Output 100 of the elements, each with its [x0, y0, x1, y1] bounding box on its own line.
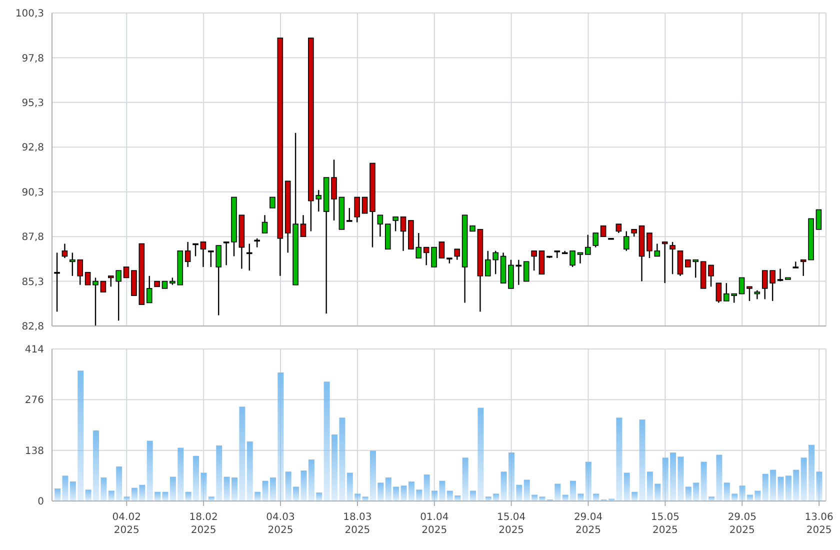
bar — [808, 444, 815, 501]
bar — [108, 490, 114, 501]
candlestick — [623, 230, 630, 252]
bar — [178, 448, 184, 501]
bar — [432, 490, 438, 501]
bar — [408, 482, 414, 501]
bar — [270, 478, 276, 501]
bar — [785, 476, 792, 501]
bar — [354, 494, 361, 501]
bar — [539, 496, 546, 501]
bar — [70, 482, 76, 501]
candlestick — [54, 252, 60, 312]
bar — [285, 472, 292, 501]
y-tick-label: 92,8 — [22, 142, 44, 154]
candlestick — [184, 241, 191, 268]
candlestick — [531, 250, 537, 272]
candlestick — [523, 261, 530, 282]
candlestick — [392, 216, 398, 232]
candlestick — [223, 241, 230, 266]
bar — [293, 486, 300, 501]
bar — [493, 494, 500, 501]
y-tick-label: 100,3 — [15, 8, 44, 20]
bar — [678, 456, 684, 501]
bar — [100, 478, 107, 501]
candlestick — [354, 196, 360, 223]
bar — [793, 470, 800, 501]
candlestick — [123, 266, 130, 278]
candlestick — [570, 250, 576, 268]
candlestick — [738, 277, 745, 294]
bar — [346, 472, 353, 501]
bar — [516, 484, 522, 501]
candlestick — [423, 246, 430, 266]
candlestick — [192, 243, 198, 257]
bar — [646, 472, 653, 501]
x-tick-label: 15.05 2025 — [650, 512, 680, 536]
bar — [262, 480, 268, 501]
candlestick — [100, 280, 106, 292]
y-tick-label: 138 — [24, 446, 44, 457]
bar — [231, 478, 238, 501]
bar — [362, 496, 368, 501]
candlestick — [600, 225, 606, 237]
x-tick-label: 18.03 2025 — [343, 512, 372, 536]
candlestick — [362, 196, 368, 214]
bar — [470, 490, 476, 501]
y-tick-label: 85,3 — [22, 276, 44, 288]
bar — [278, 372, 284, 501]
bar — [54, 488, 61, 501]
candlestick — [508, 259, 514, 290]
bar — [624, 472, 630, 501]
candlestick — [300, 214, 306, 238]
bar — [200, 472, 207, 501]
bar — [246, 442, 253, 501]
bar — [770, 470, 776, 501]
candlestick — [754, 290, 760, 300]
bar — [116, 466, 122, 501]
bar — [778, 476, 784, 501]
candlestick — [377, 214, 384, 238]
bar — [485, 496, 492, 501]
x-tick-label: 01.04 2025 — [420, 512, 449, 536]
candlestick — [800, 259, 806, 277]
bar — [162, 492, 168, 501]
candlestick — [438, 242, 445, 258]
bar — [639, 419, 646, 501]
bar — [416, 490, 422, 501]
x-tick-label: 13.06 2025 — [804, 512, 834, 536]
bar — [570, 480, 576, 501]
y-tick-label: 87,8 — [22, 232, 44, 244]
candlestick — [662, 241, 668, 284]
bar — [454, 495, 461, 501]
x-tick-label: 15.04 2025 — [497, 512, 526, 536]
bar — [208, 496, 214, 501]
candlestick — [670, 241, 676, 275]
bar — [800, 458, 807, 501]
bar — [324, 382, 330, 501]
bar — [524, 480, 530, 501]
bar — [462, 458, 468, 501]
candlestick — [146, 275, 152, 304]
bar — [685, 486, 692, 501]
bar — [378, 482, 384, 501]
bar — [339, 418, 346, 501]
x-tick-label: 29.04 2025 — [574, 512, 603, 536]
bar — [716, 454, 722, 501]
y-tick-label: 95,3 — [22, 98, 44, 109]
bar — [393, 486, 400, 501]
bar — [62, 476, 68, 501]
bar — [139, 484, 146, 501]
candlestick — [62, 243, 68, 259]
bar — [85, 490, 92, 501]
bar — [754, 490, 761, 501]
bar — [170, 476, 176, 501]
candlestick — [592, 232, 599, 248]
bar — [131, 488, 138, 501]
bar — [616, 418, 622, 501]
bar — [578, 494, 584, 501]
bar — [332, 434, 338, 501]
bar — [154, 492, 161, 501]
bar — [739, 486, 746, 501]
bar — [762, 474, 768, 501]
y-tick-label: 276 — [24, 395, 44, 406]
candlestick — [454, 248, 460, 260]
